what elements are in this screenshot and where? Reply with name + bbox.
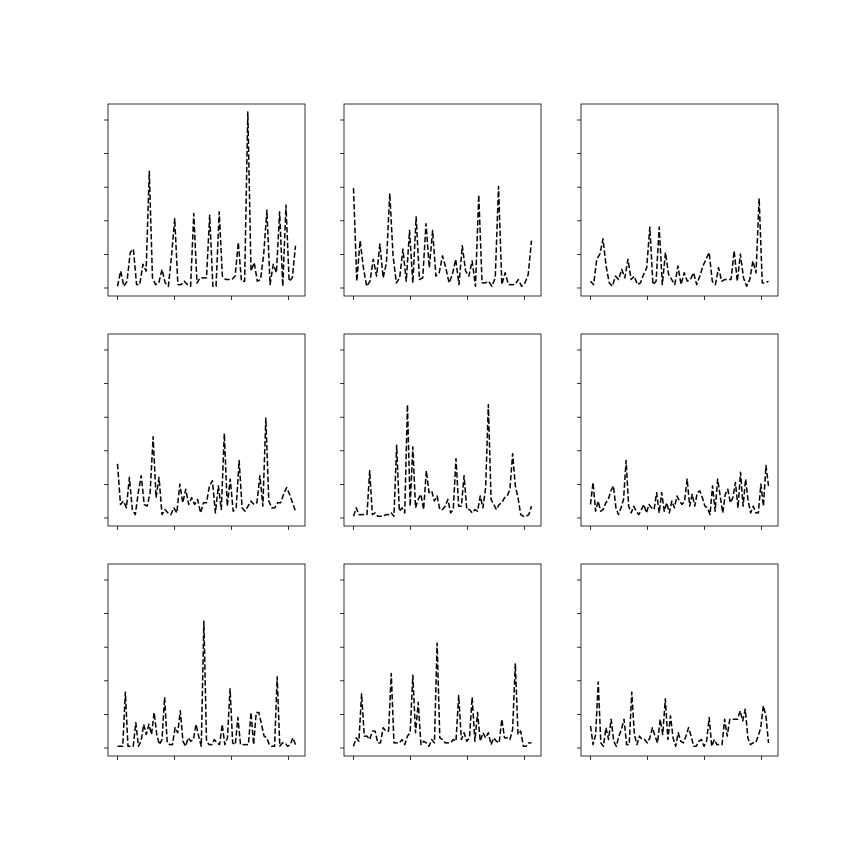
series-line: [589, 197, 769, 288]
subplot-5: [340, 333, 542, 530]
series-line: [352, 185, 533, 288]
series-line: [352, 403, 533, 518]
axes-frame: [343, 333, 542, 527]
subplot-6: [577, 333, 779, 530]
axes-frame: [343, 563, 542, 757]
subplot-8: [340, 563, 542, 760]
axes-frame: [107, 563, 306, 757]
series-line: [589, 459, 770, 516]
axes-frame: [580, 563, 779, 757]
subplot-7: [104, 563, 306, 760]
subplot-3: [577, 103, 779, 300]
subplot-2: [340, 103, 542, 300]
series-line: [117, 620, 297, 748]
axes-frame: [107, 333, 306, 527]
series-line: [352, 642, 532, 748]
axes-frame: [580, 103, 779, 297]
series-line: [116, 417, 297, 516]
axes-frame: [343, 103, 542, 297]
subplot-4: [104, 333, 306, 530]
axes-frame: [580, 333, 779, 527]
axes-frame: [107, 103, 306, 297]
series-line: [589, 681, 770, 748]
subplot-grid: [104, 103, 779, 760]
subplot-1: [104, 103, 306, 300]
series-line: [116, 111, 297, 288]
subplot-9: [577, 563, 779, 760]
